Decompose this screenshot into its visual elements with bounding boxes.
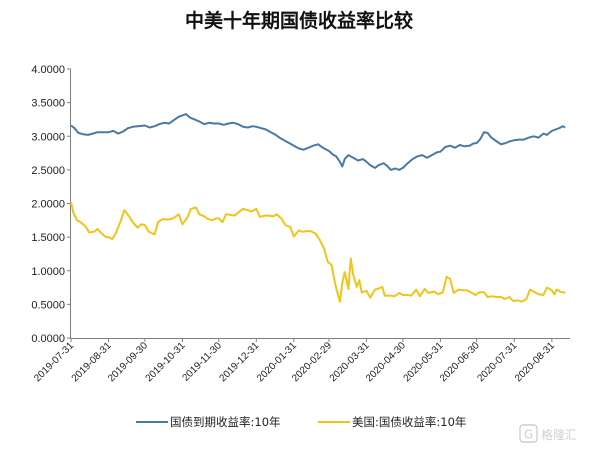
legend-item-us-10y: 美国:国债收益率:10年 [318,415,466,429]
y-tick-label: 2.5000 [31,165,65,177]
y-tick-label: 1.0000 [31,266,65,278]
y-tick-label: 0.0000 [31,333,65,345]
watermark-text: 格隆汇 [541,427,577,442]
y-tick-label: 3.5000 [31,98,65,110]
legend-label-us-10y: 美国:国债收益率:10年 [352,415,466,429]
y-axis-ticks: 0.0000 0.5000 1.0000 1.5000 2.0000 2.5000 3.00… [31,64,71,345]
x-tick-label: 2020-08-31 [513,340,557,384]
series-layer [70,113,566,303]
y-tick-label: 1.5000 [31,232,65,244]
series-line-us-10y [70,201,566,303]
chart-title: 中美十年期国债收益率比较 [185,9,413,32]
y-tick-label: 3.0000 [31,131,65,143]
watermark: G 格隆汇 [519,424,577,443]
y-tick-label: 2.0000 [31,199,65,211]
watermark-logo-icon [519,424,538,443]
x-axis-ticks: 2019-07-312019-08-312019-09-302019-10-31… [32,338,557,384]
y-tick-label: 0.5000 [31,299,65,311]
series-line-cn-10y [70,113,566,171]
y-tick-label: 4.0000 [31,64,65,76]
legend-item-cn-10y: 国债到期收益率:10年 [136,415,281,429]
legend-label-cn-10y: 国债到期收益率:10年 [170,415,281,429]
watermark-logo-glyph: G [524,428,533,442]
legend: 国债到期收益率:10年 美国:国债收益率:10年 [136,415,466,429]
